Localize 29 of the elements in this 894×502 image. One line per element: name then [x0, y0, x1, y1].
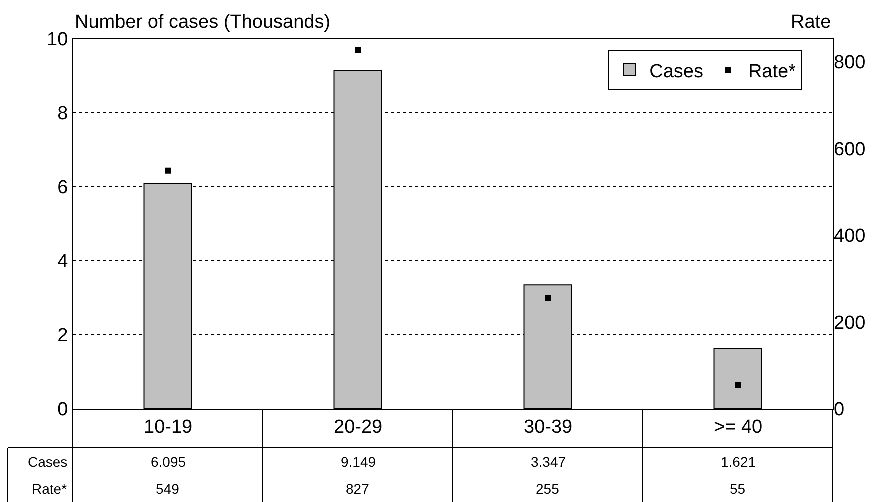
data-label: 6.095 [151, 454, 186, 470]
y2-tick-label: 200 [834, 312, 866, 334]
data-label: 827 [346, 481, 370, 497]
data-label: 255 [536, 481, 560, 497]
text: Cases [28, 454, 68, 470]
text: Rate* [32, 481, 68, 497]
y-tick-label: 8 [58, 104, 68, 125]
legend-label: Rate* [748, 61, 797, 82]
x-tick-label: 10-19 [144, 417, 193, 438]
y-tick-label: 6 [58, 178, 68, 199]
x-tick-label: 20-29 [334, 417, 383, 438]
y-tick-label: 4 [58, 252, 69, 273]
y-tick-label: 0 [58, 400, 68, 421]
data-label: 55 [730, 481, 746, 497]
y2-tick-label: 800 [834, 52, 866, 74]
y2-tick-label: 0 [834, 400, 845, 421]
y-tick-label: 2 [58, 326, 68, 347]
data-label: 3.347 [531, 454, 566, 470]
data-label: 1.621 [721, 454, 756, 470]
legend-label: Cases [650, 61, 704, 82]
data-label: 9.149 [341, 454, 376, 470]
y2-axis-title: Rate [791, 12, 832, 33]
y-tick-label: 10 [47, 30, 68, 51]
x-tick-label: 30-39 [524, 417, 573, 438]
y-axis-title: Number of cases (Thousands) [75, 12, 331, 33]
data-label: 549 [156, 481, 180, 497]
y2-tick-label: 400 [834, 226, 866, 248]
x-tick-label: >= 40 [714, 417, 763, 438]
y2-tick-label: 600 [834, 139, 866, 160]
